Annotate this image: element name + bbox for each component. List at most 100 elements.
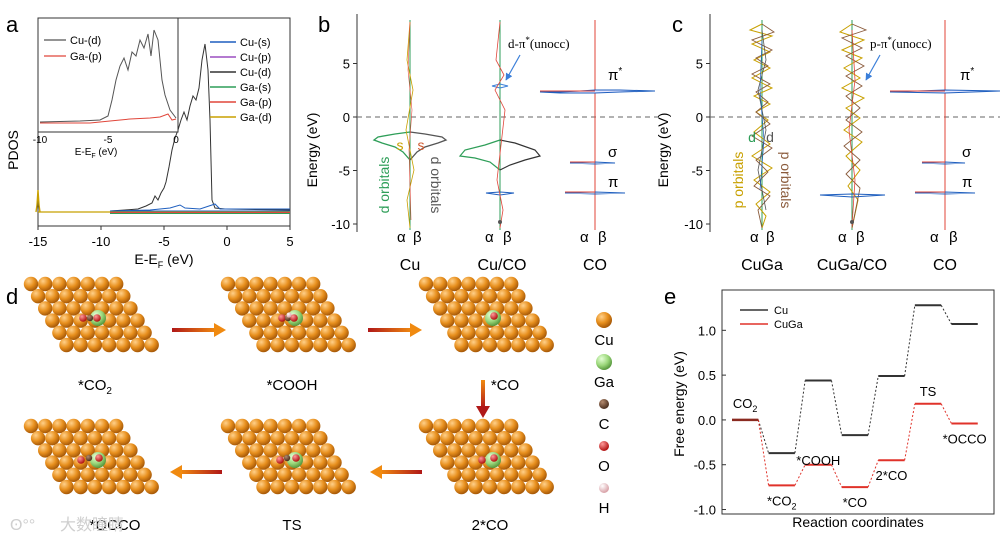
cu-atom [306,443,321,458]
panel-c-ylabel: Energy (eV) [655,113,671,188]
panel-c-letter: c [672,12,683,37]
slab-6 [23,418,159,495]
cu-atom [66,443,81,458]
cu-atom [298,479,314,495]
cu-atom [66,418,81,434]
cu-atom [334,325,349,340]
cu-atom [80,467,96,482]
cu-atom [447,325,462,340]
slab-4 [418,418,554,495]
cu-atom [504,301,519,316]
cu-atom [511,289,526,304]
cu-atom [263,443,278,458]
panel-a-ga-d-peak [35,189,41,213]
panel-c-d-left: d [748,129,756,145]
adsorbate-o-atom [490,454,498,462]
connector [904,403,916,461]
cu-atom [511,337,526,353]
step-label: 2*CO [472,517,509,534]
cu-atom [220,418,236,434]
panel-a-xtick-label: 0 [223,234,230,249]
cu-atom [109,467,124,482]
arrow-2-head [410,323,422,337]
panel-a-inset: Cu-(d) Ga-(p) -10 -5 0 E-EF (eV) [33,17,179,160]
panel-a-xlabel: E-EF (eV) [134,251,193,270]
panel-b-dos: b Energy (eV) 5 0 -5 -10 d orbitals d orbit… [304,12,662,274]
cu-atom [270,289,285,304]
cu-atom [277,276,292,292]
cu-atom [306,325,321,340]
panel-c-dos: c Energy (eV) 5 0 -5 -10 p orbitals p orbit… [655,12,1001,274]
watermark: 大数瞳睛 [60,516,124,534]
cu-atom [123,443,138,458]
cu-atom [109,325,124,340]
cu-atom [94,276,110,292]
cu-atom [23,276,39,292]
cu-atom [532,467,547,482]
cu-atom [38,418,53,434]
cu-atom [454,479,469,495]
cu-atom [425,289,441,304]
cu-atom [489,467,505,482]
cu-atom [235,276,250,292]
panel-a-inset-xtick-label: -5 [104,135,113,146]
cu-atom [109,418,124,434]
panel-e-ylabel: Free energy (eV) [671,351,687,457]
cu-atom [433,301,448,316]
cu-atom [461,276,476,292]
svg-text:CuGa: CuGa [741,257,783,274]
panel-a-inset-cu-d [39,29,177,123]
panel-c-yticks: 5 0 -5 -10 [684,57,710,232]
cu-atom [277,301,292,316]
panel-d-letter: d [6,284,18,309]
step-label: *OCCO [90,517,141,534]
panel-d-atom-legend: Cu Ga C O H [594,312,615,517]
cu-atom [235,418,250,434]
cu-atom [539,479,554,495]
cu-atom [475,467,490,482]
cu-atom [80,325,96,340]
series-cuga [732,402,978,489]
cu-atom [468,289,483,304]
cu-atom [320,325,335,340]
free-energy-tick-label: 1.0 [698,323,716,338]
cu-atom [242,313,257,328]
cu-atom [73,337,88,353]
energy-tick-label: -10 [684,217,703,232]
cu-atom [418,276,434,292]
step-label: *COOH [267,377,318,394]
cu-atom [341,337,356,353]
cu-atom [123,467,138,482]
cu-atom [101,479,117,495]
cu-atom [291,276,307,292]
panel-a-legend-label: Cu-(d) [240,67,271,79]
cu-atom [447,276,462,292]
svg-text:β: β [856,229,865,246]
cu-atom [277,325,292,340]
connector [904,305,916,377]
panel-a-inset-xtick-label: 0 [173,135,179,146]
step-label: TS [282,517,301,534]
panel-b-dpi-arrow [505,54,521,81]
panel-a-inset-legend-label: Cu-(d) [70,35,101,47]
panel-a-xtick-label: -10 [92,234,111,249]
arrow-2 [368,328,412,332]
connector [830,380,843,436]
cu-atom [482,337,498,353]
cu-atom [518,325,533,340]
cu-atom [277,443,292,458]
cu-atom [489,325,505,340]
cu-atom [440,431,455,446]
panel-e-letter: e [664,284,676,309]
cu-atom [468,431,483,446]
cu-atom [73,431,88,446]
energy-tick-label: 5 [696,57,703,72]
cu-atom [327,455,342,470]
cu-atom [440,313,455,328]
cu-atom [475,325,490,340]
cu-atom [313,431,328,446]
cu-atom [52,418,67,434]
cu-atom [518,467,533,482]
panel-a-legend-label: Ga-(s) [240,82,271,94]
panel-b-letter: b [318,12,330,37]
